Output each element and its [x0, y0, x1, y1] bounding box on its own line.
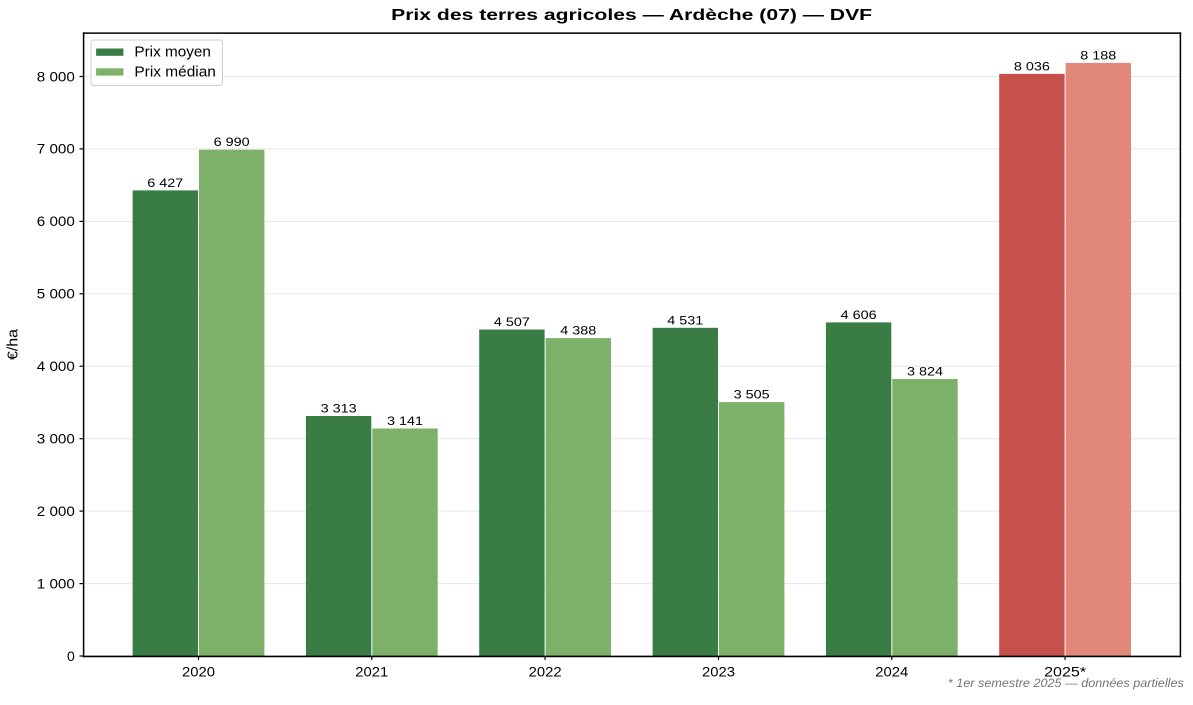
svg-text:* 1er semestre 2025 — données: * 1er semestre 2025 — données partielles	[948, 678, 1184, 690]
svg-text:4 606: 4 606	[841, 308, 877, 322]
svg-text:7 000: 7 000	[37, 141, 75, 157]
svg-text:2024: 2024	[875, 664, 908, 680]
svg-text:€/ha: €/ha	[6, 328, 22, 360]
svg-text:2025*: 2025*	[1044, 664, 1087, 680]
svg-text:6 427: 6 427	[147, 176, 183, 190]
svg-text:8 188: 8 188	[1080, 48, 1116, 62]
svg-text:3 000: 3 000	[37, 431, 75, 447]
svg-text:6 000: 6 000	[37, 213, 75, 229]
svg-text:4 531: 4 531	[667, 313, 703, 327]
svg-text:3 505: 3 505	[734, 388, 770, 402]
svg-text:2021: 2021	[355, 664, 388, 680]
svg-text:Prix des terres agricoles — Ar: Prix des terres agricoles — Ardèche (07)…	[391, 7, 872, 24]
svg-text:2022: 2022	[529, 664, 562, 680]
svg-text:4 388: 4 388	[560, 324, 596, 338]
svg-text:2 000: 2 000	[37, 503, 75, 519]
svg-text:0: 0	[67, 648, 75, 664]
svg-text:4 507: 4 507	[494, 315, 530, 329]
svg-text:3 141: 3 141	[387, 414, 423, 428]
svg-text:3 824: 3 824	[907, 365, 943, 379]
svg-text:6 990: 6 990	[214, 135, 250, 149]
svg-text:2023: 2023	[702, 664, 735, 680]
svg-text:8 000: 8 000	[37, 68, 75, 84]
svg-text:2020: 2020	[182, 664, 215, 680]
svg-text:1 000: 1 000	[37, 575, 75, 591]
svg-text:5 000: 5 000	[37, 286, 75, 302]
svg-text:Prix médian: Prix médian	[134, 64, 216, 80]
svg-text:4 000: 4 000	[37, 358, 75, 374]
svg-text:Prix moyen: Prix moyen	[134, 45, 211, 61]
svg-text:8 036: 8 036	[1014, 59, 1050, 73]
svg-text:3 313: 3 313	[321, 402, 357, 416]
